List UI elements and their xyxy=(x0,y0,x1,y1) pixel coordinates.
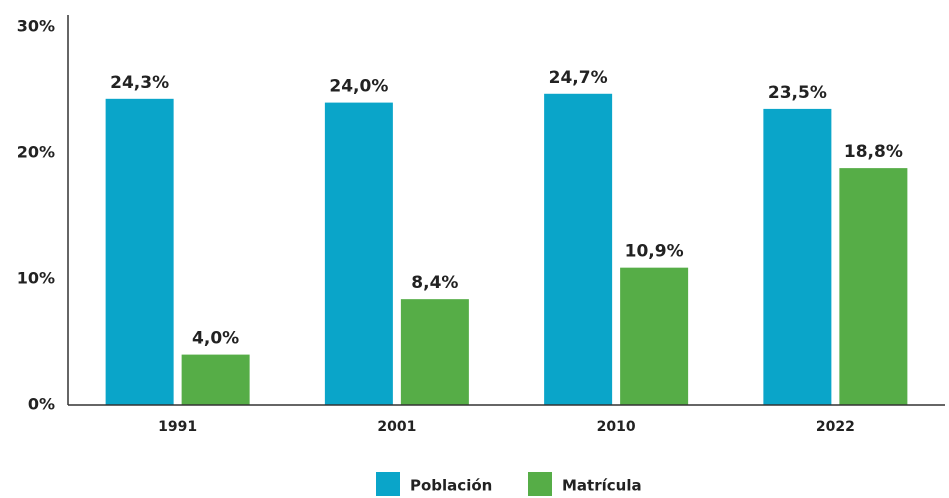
legend-label: Matrícula xyxy=(562,477,642,495)
legend-label: Población xyxy=(410,477,492,495)
data-label: 24,7% xyxy=(549,68,608,88)
legend-swatch xyxy=(528,472,552,496)
bar xyxy=(181,354,250,405)
y-tick-label: 30% xyxy=(17,17,55,36)
y-tick-label: 20% xyxy=(17,143,55,162)
data-label: 18,8% xyxy=(844,142,903,162)
data-label: 4,0% xyxy=(192,329,239,349)
x-tick-label: 2001 xyxy=(377,419,416,435)
bar xyxy=(544,93,613,405)
data-label: 10,9% xyxy=(625,242,684,262)
bar xyxy=(839,168,908,405)
data-label: 24,3% xyxy=(110,73,169,93)
bar xyxy=(105,98,174,405)
bar xyxy=(324,102,393,405)
legend-swatch xyxy=(376,472,400,496)
data-label: 24,0% xyxy=(329,77,388,97)
bar xyxy=(400,299,469,405)
y-tick-label: 10% xyxy=(17,269,55,288)
x-tick-label: 2010 xyxy=(597,419,636,435)
x-tick-label: 1991 xyxy=(158,419,197,435)
data-label: 8,4% xyxy=(411,273,458,293)
bar xyxy=(620,267,689,405)
data-label: 23,5% xyxy=(768,83,827,103)
y-tick-label: 0% xyxy=(28,395,55,414)
bar xyxy=(763,108,832,406)
x-tick-label: 2022 xyxy=(816,419,855,435)
